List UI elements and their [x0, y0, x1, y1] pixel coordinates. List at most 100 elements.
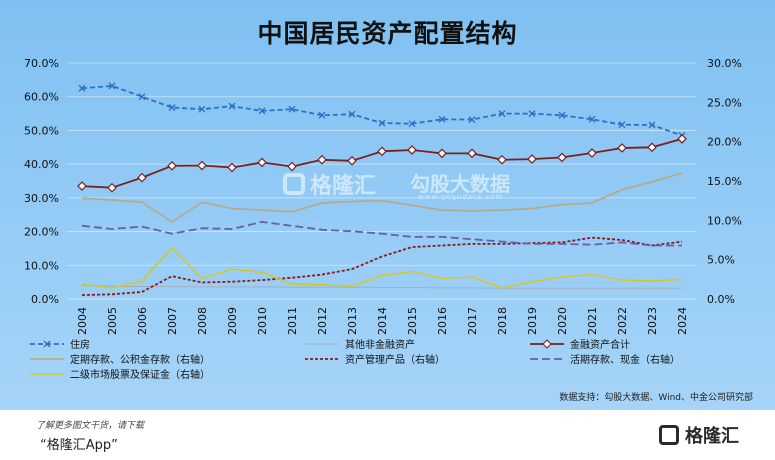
footer-logo-text: 格隆汇 [685, 426, 739, 447]
series-0-point [588, 115, 596, 123]
series-2-point [167, 160, 177, 171]
series-2-point [317, 154, 327, 165]
x-axis-tick-label: 2014 [376, 307, 389, 335]
legend-swatch [30, 372, 64, 375]
series-2-point [497, 154, 507, 165]
series-0-point [108, 82, 116, 90]
footer: 了解更多图文干货，请下载 “格隆汇App” 格隆汇 [0, 410, 775, 460]
series-0-point [78, 84, 86, 92]
series-2-point [77, 181, 87, 191]
series-2-point [407, 145, 417, 155]
legend-item: 住房 [30, 336, 90, 351]
x-axis-tick-label: 2017 [466, 307, 479, 335]
series-0-point [408, 120, 416, 128]
legend-label: 活期存款、现金（右轴） [570, 355, 680, 366]
x-axis-tick-label: 2004 [76, 307, 89, 335]
series-line-1 [81, 285, 682, 289]
series-line-4 [81, 236, 683, 296]
right-axis-tick-label: 15.0% [707, 175, 742, 188]
legend-label: 金融资产合计 [570, 340, 630, 351]
series-line-3 [81, 172, 683, 223]
left-axis-tick-label: 40.0% [24, 158, 59, 171]
series-0-point [498, 110, 506, 118]
series-0-point [618, 121, 626, 129]
legend-item: 资产管理产品（右轴） [305, 351, 445, 366]
series-0-point [138, 93, 146, 101]
footer-download-hint: 了解更多图文干货，请下载 [36, 421, 145, 431]
footer-logo[interactable]: 格隆汇 [659, 422, 739, 448]
gelonghui-watermark: 格隆汇 [283, 168, 376, 200]
series-2-point [557, 152, 567, 163]
series-0-point [228, 102, 236, 110]
gelonghui-logo-icon [283, 173, 305, 195]
x-axis-tick-label: 2008 [196, 307, 209, 335]
legend-label: 定期存款、公积金存款（右轴） [70, 355, 210, 366]
x-axis-tick-label: 2018 [496, 307, 509, 335]
series-2-point [107, 182, 117, 193]
x-axis-tick-label: 2016 [436, 307, 449, 335]
gogudata-watermark-url: www.gogudata.com [418, 193, 504, 201]
series-2-point [377, 146, 387, 157]
x-axis-tick-label: 2024 [676, 307, 689, 335]
series-2-point [287, 161, 297, 172]
x-axis-tick-label: 2015 [406, 307, 419, 335]
x-axis-tick-label: 2023 [646, 307, 659, 335]
series-2-point [677, 134, 687, 144]
right-axis-tick-label: 0.0% [707, 293, 735, 306]
right-axis-tick-label: 25.0% [707, 96, 742, 109]
series-0-point [528, 110, 536, 118]
series-2-point [197, 160, 207, 171]
left-axis-tick-label: 50.0% [24, 124, 59, 137]
series-2-point [587, 148, 597, 158]
gogudata-watermark-text: 勾股大数据 [410, 172, 510, 196]
left-axis-tick-label: 60.0% [24, 91, 59, 104]
right-axis-tick-label: 10.0% [707, 214, 742, 227]
right-axis-tick-label: 20.0% [707, 136, 742, 149]
series-2-point [227, 162, 237, 173]
right-axis-tick-label: 30.0% [707, 57, 742, 70]
series-2-point [617, 143, 627, 153]
legend-swatch [530, 357, 564, 360]
x-axis-tick-label: 2020 [556, 307, 569, 335]
gelonghui-watermark-text: 格隆汇 [310, 174, 377, 199]
legend-swatch [305, 357, 339, 360]
series-2-point [437, 148, 447, 159]
footer-app-name: “格隆汇App” [40, 438, 118, 453]
left-axis-tick-label: 70.0% [24, 57, 59, 70]
series-0-point [198, 105, 206, 113]
x-axis-tick-label: 2019 [526, 307, 539, 335]
series-0-point [378, 119, 386, 127]
left-axis-tick-label: 10.0% [24, 259, 59, 272]
left-axis-tick-label: 0.0% [31, 293, 59, 306]
legend-label: 其他非金融资产 [345, 340, 415, 351]
legend-item: 定期存款、公积金存款（右轴） [30, 351, 210, 366]
series-0-point [168, 104, 176, 111]
series-2-point [647, 142, 657, 153]
legend-label: 二级市场股票及保证金（右轴） [70, 370, 210, 381]
x-axis-tick-label: 2007 [166, 307, 179, 335]
series-line-0 [81, 85, 683, 137]
x-axis-tick-label: 2022 [616, 307, 629, 335]
x-axis-tick-label: 2011 [286, 307, 299, 335]
series-0-point [438, 115, 446, 123]
legend-swatch [305, 343, 339, 344]
legend-label: 资产管理产品（右轴） [345, 355, 445, 366]
series-0-point [348, 110, 356, 118]
series-line-6 [81, 247, 683, 289]
left-axis-tick-label: 20.0% [24, 226, 59, 239]
x-axis-tick-label: 2013 [346, 307, 359, 335]
x-axis-tick-label: 2012 [316, 307, 329, 335]
legend-swatch [30, 357, 64, 360]
legend-item: 活期存款、现金（右轴） [530, 351, 680, 366]
series-0-point [258, 107, 266, 115]
right-axis-tick-label: 5.0% [707, 254, 735, 267]
series-2-point [467, 148, 477, 159]
x-axis-tick-label: 2010 [256, 307, 269, 335]
legend-item: 金融资产合计 [530, 336, 630, 351]
series-0-point [468, 116, 476, 124]
legend-swatch [530, 338, 564, 349]
chart-canvas: 0.0% 10.0% 20.0% 30.0% 40.0% 50.0% 60.0% 70.0% 0… [24, 57, 742, 335]
x-axis-tick-label: 2005 [106, 307, 119, 335]
legend-swatch [30, 340, 64, 347]
